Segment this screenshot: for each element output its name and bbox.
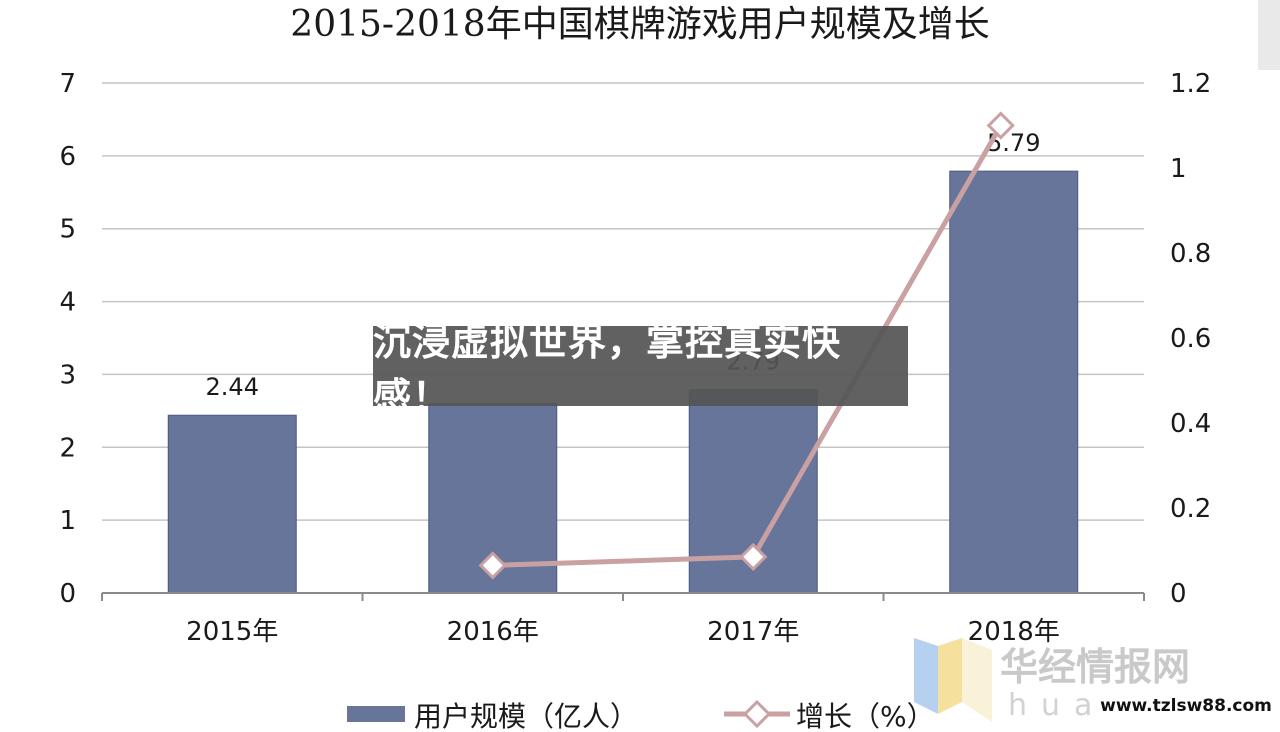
x-axis <box>101 592 1145 601</box>
growth-marker <box>986 111 1015 140</box>
right-tick-label: 0 <box>1170 579 1187 609</box>
legend-swatch-bar <box>347 706 405 722</box>
bar <box>949 170 1079 594</box>
left-tick-label: 5 <box>59 215 76 245</box>
right-tick-label: 0.4 <box>1170 409 1211 439</box>
left-tick-label: 3 <box>59 360 76 390</box>
overlay-banner: 沉浸虚拟世界，掌控真实快感！ <box>373 320 908 419</box>
category-label: 2016年 <box>447 617 539 647</box>
legend-label-bar: 用户规模（亿人） <box>414 700 638 732</box>
left-axis-ticks: 0 1 2 3 4 5 6 7 <box>59 69 76 609</box>
right-axis-ticks: 0 0.2 0.4 0.6 0.8 1 1.2 <box>1170 69 1211 609</box>
category-labels: 2015年 2016年 2017年 2018年 <box>186 617 1060 647</box>
corner-strip <box>1258 0 1280 70</box>
left-tick-label: 6 <box>59 142 76 172</box>
category-label: 2018年 <box>968 617 1060 647</box>
growth-marker <box>478 551 507 580</box>
legend-label-line: 增长（%） <box>796 700 935 732</box>
right-tick-label: 0.8 <box>1170 239 1211 269</box>
watermark-name: 华经情报网 <box>1000 645 1191 689</box>
right-tick-label: 1 <box>1170 154 1187 184</box>
overlay-banner-text: 沉浸虚拟世界，掌控真实快感！ <box>373 320 842 419</box>
watermark: 华经情报网 huaon <box>908 632 1238 732</box>
left-tick-label: 4 <box>59 288 76 318</box>
site-badge: www.tzlsw88.com <box>1100 689 1272 723</box>
growth-line-series <box>478 111 1015 580</box>
category-label: 2017年 <box>707 617 799 647</box>
left-tick-label: 1 <box>59 506 76 536</box>
left-tick-label: 7 <box>59 69 76 99</box>
site-url: www.tzlsw88.com <box>1100 696 1272 716</box>
bar <box>167 414 297 594</box>
watermark-logo-icon <box>914 638 992 722</box>
left-tick-label: 2 <box>59 433 76 463</box>
data-label: 2.44 <box>206 373 259 401</box>
category-label: 2015年 <box>186 617 278 647</box>
growth-marker <box>739 542 768 571</box>
right-tick-label: 0.2 <box>1170 494 1211 524</box>
legend: 用户规模（亿人） 增长（%） <box>347 699 935 732</box>
right-tick-label: 0.6 <box>1170 324 1211 354</box>
right-tick-label: 1.2 <box>1170 69 1211 99</box>
left-tick-label: 0 <box>59 579 76 609</box>
legend-swatch-marker <box>742 699 772 729</box>
chart-title: 2015-2018年中国棋牌游戏用户规模及增长 <box>290 4 989 45</box>
